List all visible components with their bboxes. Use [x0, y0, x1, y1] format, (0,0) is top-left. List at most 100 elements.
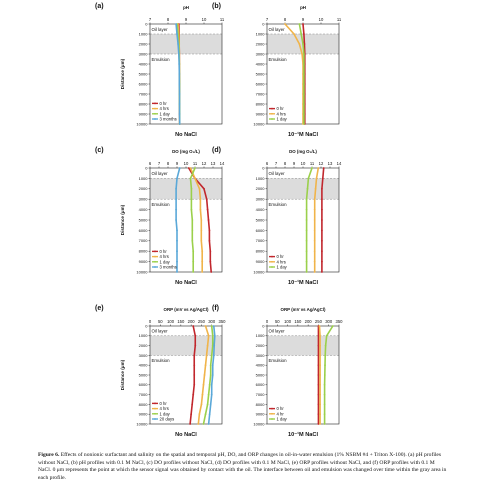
series-point [193, 364, 196, 367]
panel-label: (f) [212, 305, 219, 312]
series-point [314, 187, 317, 190]
series-point [313, 229, 316, 232]
interface-band [267, 178, 339, 200]
y-tick-label: 6000 [139, 228, 149, 233]
series-point [321, 219, 323, 221]
y-tick-label: 3000 [256, 353, 266, 358]
series-point [303, 83, 305, 85]
x-tick-label: 12 [202, 161, 207, 166]
y-tick-label: 5000 [256, 372, 266, 377]
series-point [303, 93, 305, 95]
series-point [193, 383, 196, 386]
series-point [321, 239, 323, 242]
legend-marker [271, 260, 273, 263]
region-annotation: Oil layer [269, 171, 286, 176]
panel-label: (d) [212, 147, 221, 154]
legend-marker [271, 407, 273, 410]
legend-marker [154, 107, 156, 110]
series-point [313, 239, 316, 242]
region-annotation: Emulsion [269, 202, 288, 207]
series-point [321, 260, 323, 263]
y-tick-label: 6000 [139, 382, 149, 387]
x-tick-label: 8 [284, 17, 287, 22]
y-tick-label: 1000 [139, 333, 149, 338]
series-point [323, 374, 326, 376]
series-point [189, 177, 192, 180]
series-point [323, 403, 326, 406]
series-point [313, 219, 316, 221]
series-point [200, 219, 203, 221]
legend-marker [154, 112, 156, 115]
series-point [210, 383, 213, 386]
series-point [190, 187, 193, 190]
series-point [178, 83, 181, 85]
legend-marker [154, 255, 156, 258]
series-point [200, 239, 203, 242]
series-point [194, 344, 197, 347]
series-point [176, 250, 178, 253]
series-point [317, 364, 320, 367]
series-point [178, 123, 181, 125]
panel-label: (e) [95, 305, 104, 312]
series-point [211, 334, 214, 337]
caption-text: Effects of nonionic surfactant and salin… [38, 452, 447, 481]
series-point [305, 250, 308, 253]
x-tick-label: 50 [275, 319, 280, 324]
y-tick-label: 8000 [256, 402, 266, 407]
region-annotation: Emulsion [152, 57, 171, 62]
legend-marker [271, 107, 273, 110]
series-point [192, 325, 195, 327]
series-point [319, 334, 321, 337]
y-tick-label: 5000 [256, 71, 266, 76]
legend-marker [154, 266, 156, 268]
series-point [178, 73, 181, 75]
panel-subtitle: No NaCl [175, 432, 197, 438]
series-point [190, 198, 193, 201]
x-tick-label: 13 [211, 161, 216, 166]
series-point [303, 33, 305, 35]
series-point [175, 198, 178, 201]
region-annotation: Oil layer [152, 329, 169, 334]
y-tick-label: 2000 [256, 41, 266, 46]
axis-title: ORP (mV vs Ag/AgCl) [164, 307, 209, 312]
series-point [206, 403, 209, 406]
series-point [319, 393, 321, 396]
x-tick-label: 13 [328, 161, 333, 166]
x-tick-label: 100 [167, 319, 175, 324]
series-point [319, 344, 321, 347]
interface-band [150, 335, 222, 356]
y-tick-label: 4000 [139, 61, 149, 66]
series-point [211, 364, 214, 367]
legend-label: 4 hr [277, 411, 285, 416]
series-point [305, 229, 308, 232]
chart-panel-5: (e) ORP (mV vs Ag/AgCl)0 50 100 150 200 250 300… [95, 305, 226, 438]
legend-box [268, 253, 293, 270]
legend-marker [154, 412, 156, 415]
x-tick-label: 7 [266, 17, 269, 22]
panel-label: (c) [95, 147, 104, 154]
axis-title: pH [183, 5, 189, 10]
series-point [204, 325, 207, 327]
series-point [317, 393, 320, 396]
series-point [212, 354, 215, 357]
legend-marker [154, 407, 156, 410]
series-point [321, 187, 323, 190]
series-point [319, 374, 321, 376]
x-tick-label: 150 [177, 319, 185, 324]
y-tick-label: 0 [262, 21, 265, 26]
legend-marker [271, 112, 273, 115]
series-point [200, 403, 203, 406]
series-point [176, 177, 178, 180]
y-tick-label: 7000 [256, 392, 266, 397]
series-point [201, 271, 204, 273]
x-tick-label: 9 [302, 17, 305, 22]
series-point [305, 271, 308, 273]
y-tick-label: 2000 [256, 343, 266, 348]
series-point [311, 167, 313, 169]
legend-label: 4 hrs [160, 106, 169, 111]
series-point [204, 413, 207, 416]
x-tick-label: 6 [149, 161, 152, 166]
chart-panel-6: (f) ORP (mV vs Ag/AgCl)0 50 100 150 200 250 300… [212, 305, 343, 438]
series-point [323, 423, 326, 425]
series-point [178, 103, 181, 105]
